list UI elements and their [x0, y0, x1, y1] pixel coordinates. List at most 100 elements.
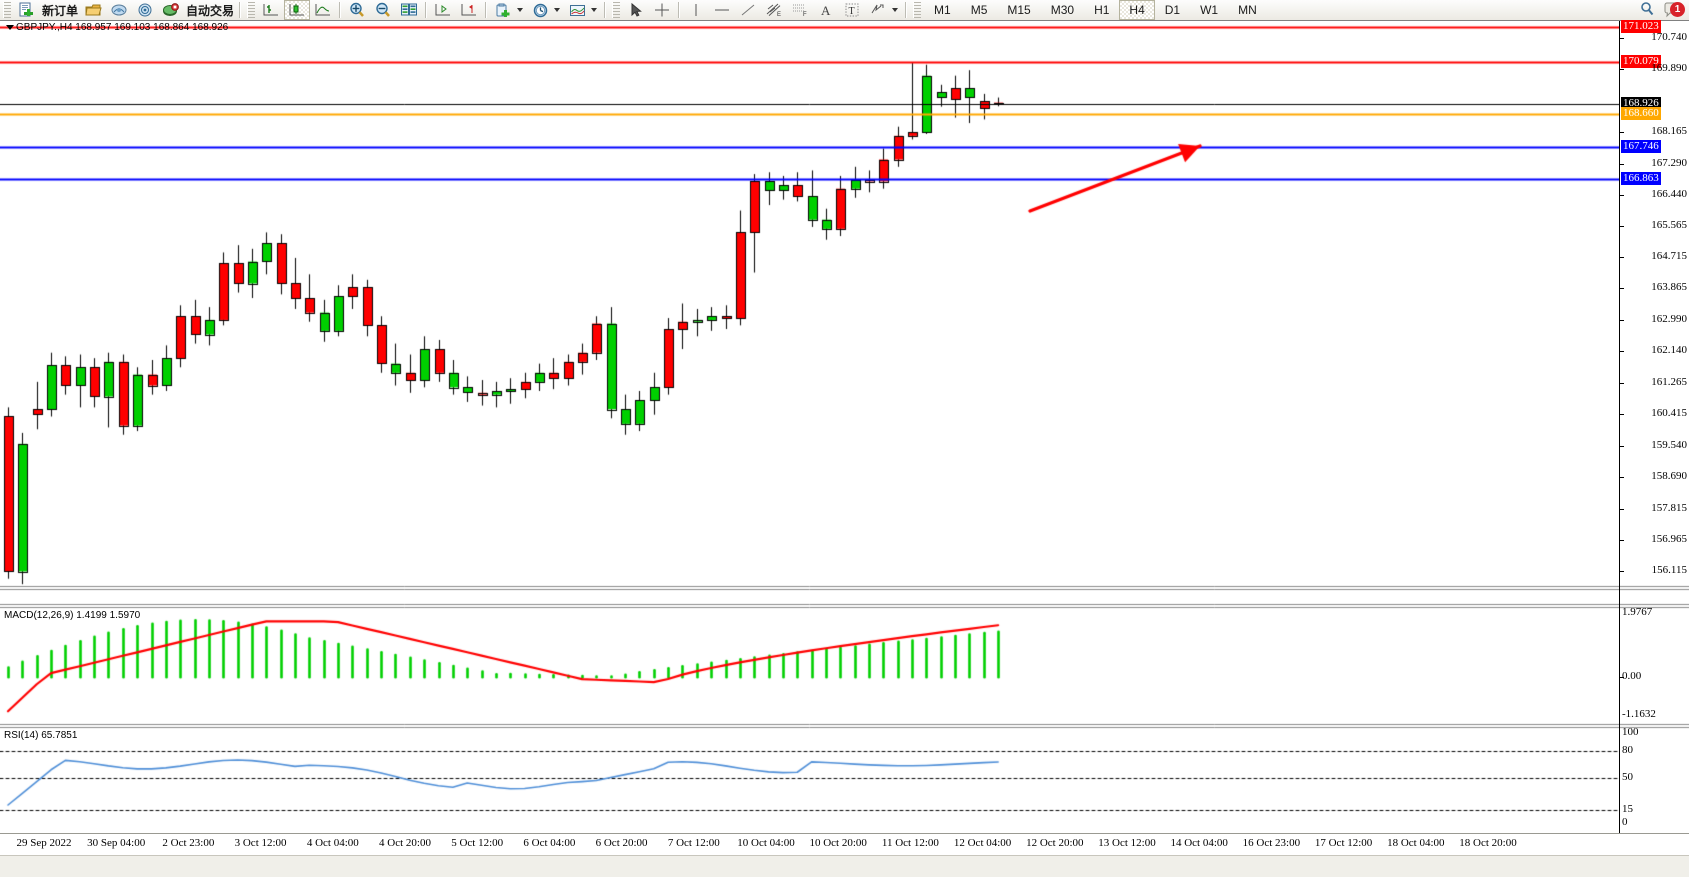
autotrading-label[interactable]: 自动交易	[186, 3, 235, 18]
line-chart-icon[interactable]	[310, 0, 336, 20]
timeframe-m15[interactable]: M15	[1007, 3, 1031, 17]
period-icon[interactable]	[527, 0, 553, 20]
price-level-tag[interactable]: 166.863	[1621, 172, 1661, 185]
templates-icon[interactable]	[564, 0, 590, 20]
candlestick-chart-icon[interactable]	[284, 0, 311, 20]
price-tick-label: 158.690	[1651, 470, 1687, 482]
timeframe-mn[interactable]: MN	[1238, 3, 1257, 17]
trendline-icon[interactable]	[735, 0, 761, 20]
price-tick-mark	[1620, 509, 1624, 510]
text-label-icon[interactable]: T	[839, 0, 865, 20]
toolbar-separator-6	[678, 2, 681, 18]
time-axis-label: 18 Oct 20:00	[1459, 837, 1517, 849]
chevron-down-icon-4[interactable]	[892, 8, 899, 12]
timeframe-m1[interactable]: M1	[934, 3, 951, 17]
price-tick-label: 157.815	[1651, 502, 1687, 514]
vertical-line-icon[interactable]	[683, 0, 709, 20]
auto-scroll-icon[interactable]	[456, 0, 482, 20]
zoom-out-icon[interactable]	[370, 0, 396, 20]
chart-plot-area[interactable]: GBPJPY.,H4 168.957 169.103 168.864 168.9…	[0, 21, 1619, 833]
chevron-down-icon[interactable]	[517, 8, 524, 12]
folder-icon[interactable]	[80, 0, 106, 20]
text-icon[interactable]: A	[813, 0, 839, 20]
price-tick-label: 170.740	[1651, 31, 1687, 43]
price-level-tag[interactable]: 170.079	[1621, 55, 1661, 68]
price-tick-label: 165.565	[1651, 219, 1687, 231]
time-axis-label: 6 Oct 04:00	[523, 837, 576, 849]
price-level-tag[interactable]: 168.660	[1621, 107, 1661, 120]
time-axis-label: 16 Oct 23:00	[1242, 837, 1301, 849]
toolbar-grip-4[interactable]	[913, 2, 922, 18]
symbol-ohlc-label: GBPJPY.,H4 168.957 169.103 168.864 168.9…	[16, 22, 229, 33]
time-axis-label: 4 Oct 20:00	[379, 837, 431, 849]
main-toolbar: 新订单 自动交易	[0, 0, 1689, 21]
price-tick-label: 163.865	[1651, 281, 1687, 293]
svg-text:E: E	[777, 12, 781, 18]
price-tick-label: 161.265	[1651, 376, 1687, 388]
notification-icon[interactable]: 1	[1663, 2, 1685, 18]
new-order-label[interactable]: 新订单	[42, 3, 79, 18]
price-tick-mark	[1620, 288, 1624, 289]
timeframe-h4[interactable]: H4	[1119, 0, 1155, 20]
cursor-icon[interactable]	[623, 0, 649, 20]
time-scale[interactable]: 29 Sep 2022 30 Sep 04:00 2 Oct 23:00 3 Oct …	[0, 833, 1689, 856]
svg-text:A: A	[821, 3, 831, 18]
shapes-icon[interactable]	[865, 0, 891, 20]
rsi-scale-label: 0	[1622, 816, 1628, 828]
price-tick-label: 164.715	[1651, 250, 1687, 262]
price-tick-mark	[1620, 195, 1624, 196]
toolbar-grip[interactable]	[3, 2, 11, 18]
zoom-in-icon[interactable]	[344, 0, 370, 20]
fibonacci-icon[interactable]: F	[787, 0, 813, 20]
time-axis-label: 7 Oct 12:00	[667, 837, 720, 849]
macd-indicator-label: MACD(12,26,9) 1.4199 1.5970	[4, 610, 141, 621]
load-profile-icon[interactable]	[106, 0, 132, 20]
toolbar-separator	[239, 2, 242, 18]
equidistant-channel-icon[interactable]: E	[761, 0, 787, 20]
price-level-tag[interactable]: 168.926	[1621, 97, 1661, 110]
bar-chart-icon[interactable]	[258, 0, 284, 20]
price-tick-mark	[1620, 677, 1624, 678]
price-level-tag[interactable]: 167.746	[1621, 140, 1661, 153]
toolbar-grip-3[interactable]	[612, 2, 621, 18]
toolbar-separator-7	[905, 2, 908, 18]
time-axis-label: 30 Sep 04:00	[87, 837, 146, 849]
price-scale[interactable]: 171.023 170.740 170.079 169.890 168.926 168.6…	[1619, 20, 1689, 833]
timeframe-d1[interactable]: D1	[1164, 3, 1181, 17]
new-order-icon[interactable]	[14, 0, 40, 20]
signals-icon[interactable]	[132, 0, 158, 20]
data-window-icon[interactable]	[396, 0, 422, 20]
chevron-down-icon-3[interactable]	[591, 8, 598, 12]
timeframe-h1[interactable]: H1	[1094, 3, 1110, 17]
price-candlestick-canvas[interactable]	[0, 21, 1619, 833]
price-tick-mark	[1620, 540, 1624, 541]
indicators-icon[interactable]	[490, 0, 516, 20]
price-tick-mark	[1620, 257, 1624, 258]
timeframe-m5[interactable]: M5	[970, 3, 988, 17]
autotrading-icon[interactable]	[158, 0, 184, 20]
price-tick-mark	[1620, 38, 1624, 39]
chart-shift-icon[interactable]	[430, 0, 456, 20]
time-axis-label: 18 Oct 04:00	[1387, 837, 1445, 849]
horizontal-line-icon[interactable]	[709, 0, 735, 20]
chart-window[interactable]: GBPJPY.,H4 168.957 169.103 168.864 168.9…	[0, 20, 1689, 877]
price-level-tag[interactable]: 171.023	[1621, 20, 1661, 33]
time-axis-label: 5 Oct 12:00	[451, 837, 504, 849]
timeframe-m30[interactable]: M30	[1050, 3, 1075, 17]
rsi-scale-label: 100	[1622, 726, 1639, 738]
crosshair-icon[interactable]	[649, 0, 675, 20]
time-axis-label: 4 Oct 04:00	[306, 837, 359, 849]
toolbar-grip-2[interactable]	[247, 2, 256, 18]
time-axis-label: 14 Oct 04:00	[1170, 837, 1228, 849]
rsi-scale-label: 50	[1622, 771, 1633, 783]
timeframe-w1[interactable]: W1	[1200, 3, 1219, 17]
search-icon[interactable]	[1639, 1, 1655, 20]
time-axis-label: 13 Oct 12:00	[1098, 837, 1156, 849]
price-tick-mark	[1620, 226, 1624, 227]
price-scale-ticks-canvas	[1620, 21, 1689, 833]
time-axis-label: 11 Oct 12:00	[881, 837, 939, 849]
price-tick-mark	[1620, 351, 1624, 352]
time-axis-label: 29 Sep 2022	[16, 837, 72, 849]
chevron-down-icon-2[interactable]	[554, 8, 561, 12]
horizontal-scrollbar[interactable]	[0, 855, 1689, 877]
